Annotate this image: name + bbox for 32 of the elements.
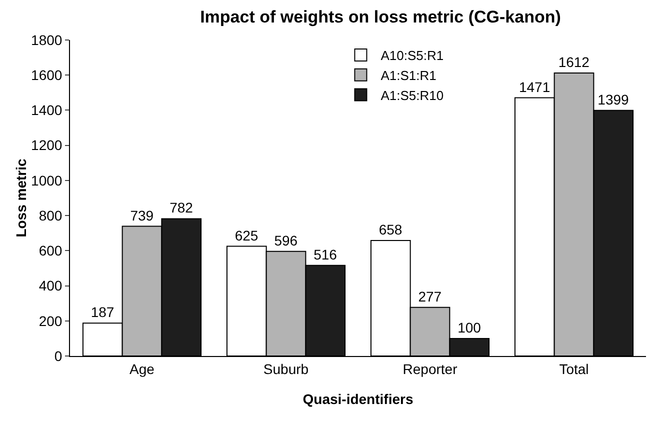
data-label: 1399 xyxy=(598,91,630,108)
y-tick-label: 1600 xyxy=(31,67,62,84)
y-tick-label: 0 xyxy=(54,348,62,364)
chart-title: Impact of weights on loss metric (CG-kanon) xyxy=(200,8,561,27)
data-label: 739 xyxy=(130,207,154,224)
y-axis-title: Loss metric xyxy=(13,158,30,238)
x-tick-label: Suburb xyxy=(263,360,309,377)
x-tick-label: Reporter xyxy=(402,360,458,377)
data-label: 625 xyxy=(234,227,258,244)
y-tick-label: 400 xyxy=(38,278,62,294)
legend-label: A1:S1:R1 xyxy=(380,68,436,83)
x-axis-title: Quasi-identifiers xyxy=(302,391,414,408)
data-label: 277 xyxy=(418,288,442,304)
y-tick-label: 1200 xyxy=(31,137,62,154)
data-label: 516 xyxy=(314,246,338,262)
data-label: 1612 xyxy=(558,54,590,70)
data-label: 782 xyxy=(170,200,194,216)
data-label: 596 xyxy=(274,232,298,248)
x-tick-label: Total xyxy=(559,360,589,377)
y-tick-label: 200 xyxy=(38,312,62,329)
y-tick-label: 1000 xyxy=(31,172,62,188)
data-label: 1471 xyxy=(518,78,550,95)
x-tick-label: Age xyxy=(130,360,155,377)
y-tick-label: 800 xyxy=(38,207,62,224)
y-tick-label: 600 xyxy=(38,242,62,259)
legend-label: A10:S5:R1 xyxy=(380,48,444,64)
data-label: 100 xyxy=(458,319,482,336)
data-label: 658 xyxy=(378,221,402,238)
data-label: 187 xyxy=(90,304,114,320)
legend-label: A1:S5:R10 xyxy=(380,88,444,103)
y-tick-label: 1400 xyxy=(31,102,62,118)
y-tick-label: 1800 xyxy=(31,32,62,48)
